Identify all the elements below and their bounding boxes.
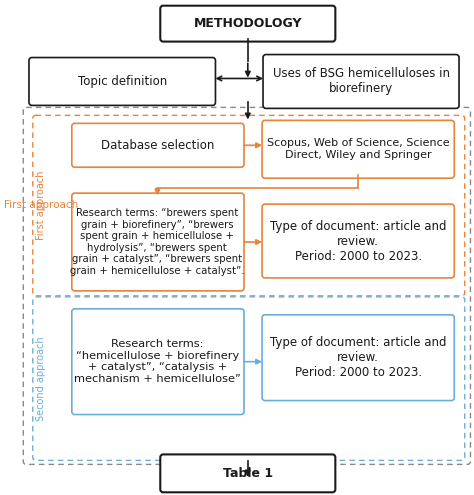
- Text: Second approach: Second approach: [36, 336, 46, 421]
- FancyBboxPatch shape: [160, 5, 335, 42]
- Text: Type of document: article and
review.
Period: 2000 to 2023.: Type of document: article and review. Pe…: [270, 336, 447, 379]
- FancyBboxPatch shape: [72, 193, 244, 291]
- Text: Scopus, Web of Science, Science
Direct, Wiley and Springer: Scopus, Web of Science, Science Direct, …: [267, 139, 449, 160]
- Text: METHODOLOGY: METHODOLOGY: [193, 17, 302, 30]
- FancyBboxPatch shape: [33, 115, 465, 296]
- Text: Uses of BSG hemicelluloses in
biorefinery: Uses of BSG hemicelluloses in biorefiner…: [273, 67, 449, 96]
- Text: Research terms: “brewers spent
grain + biorefinery”, “brewers
spent grain + hemi: Research terms: “brewers spent grain + b…: [70, 208, 245, 276]
- Text: Database selection: Database selection: [101, 139, 214, 152]
- Text: Research terms:
“hemicellulose + biorefinery
+ catalyst”, “catalysis +
mechanism: Research terms: “hemicellulose + biorefi…: [74, 339, 241, 384]
- Text: First approach: First approach: [36, 170, 46, 240]
- Text: Table 1: Table 1: [223, 467, 273, 480]
- FancyBboxPatch shape: [23, 107, 471, 464]
- FancyBboxPatch shape: [263, 54, 459, 108]
- Text: Type of document: article and
review.
Period: 2000 to 2023.: Type of document: article and review. Pe…: [270, 219, 447, 262]
- FancyBboxPatch shape: [72, 309, 244, 414]
- FancyBboxPatch shape: [262, 204, 454, 278]
- FancyBboxPatch shape: [160, 454, 335, 493]
- FancyBboxPatch shape: [262, 120, 454, 178]
- FancyBboxPatch shape: [33, 297, 465, 460]
- FancyBboxPatch shape: [262, 315, 454, 400]
- FancyBboxPatch shape: [72, 123, 244, 167]
- Text: Topic definition: Topic definition: [78, 75, 167, 88]
- FancyBboxPatch shape: [29, 57, 216, 105]
- Text: First approach: First approach: [4, 200, 79, 210]
